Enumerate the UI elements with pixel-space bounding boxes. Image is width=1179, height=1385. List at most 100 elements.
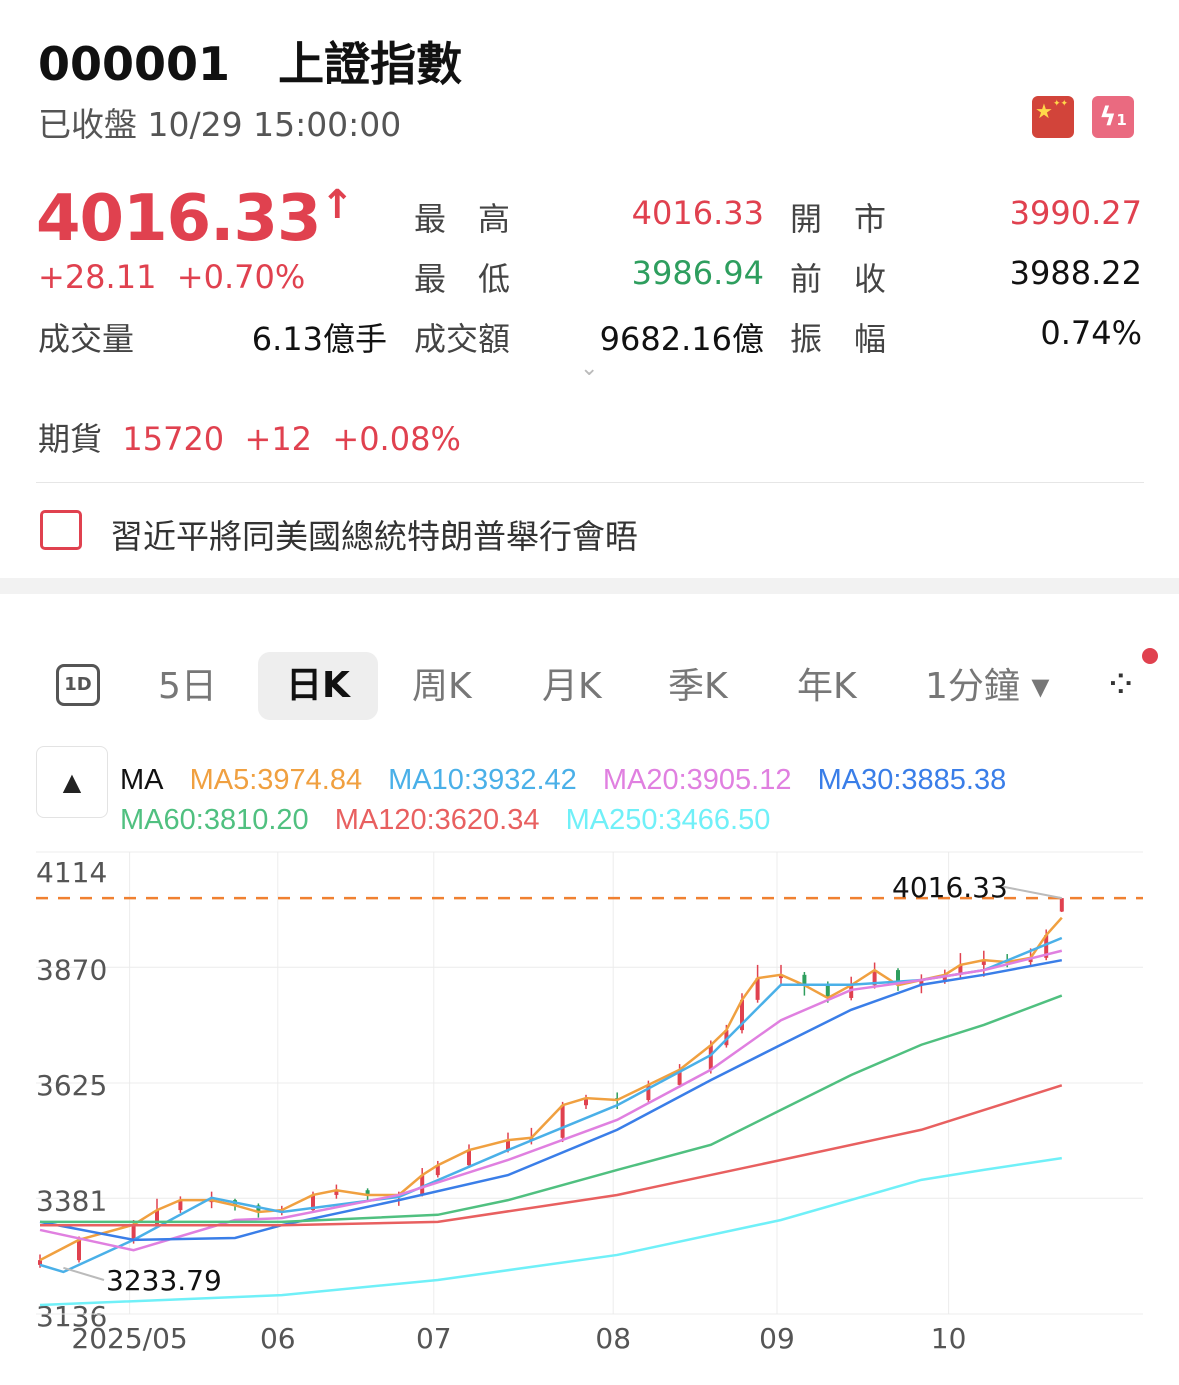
candle-body bbox=[38, 1260, 42, 1265]
tab-weekly-k[interactable]: 周K bbox=[412, 666, 472, 707]
candle-body bbox=[77, 1239, 81, 1261]
candle-body bbox=[178, 1200, 183, 1211]
candle-body bbox=[724, 1030, 729, 1046]
candle-body bbox=[981, 960, 986, 965]
candle-body bbox=[155, 1210, 159, 1225]
section-separator bbox=[0, 578, 1179, 594]
y-tick-label: 3625 bbox=[36, 1069, 107, 1102]
ma-legend-ma10: MA10:3932.42 bbox=[388, 764, 577, 796]
y-tick-label: 4114 bbox=[36, 856, 107, 889]
candle-body bbox=[872, 970, 877, 986]
candle-body bbox=[958, 964, 963, 975]
stat-label: 前 收 bbox=[790, 260, 887, 298]
futures-pct: +0.08% bbox=[332, 420, 461, 458]
change-pct: +0.70% bbox=[176, 258, 306, 296]
ma-legend-ma120: MA120:3620.34 bbox=[334, 804, 540, 836]
candle-body bbox=[1044, 935, 1049, 958]
expand-chevron-icon[interactable]: ⌄ bbox=[580, 356, 599, 381]
candle-body bbox=[365, 1190, 370, 1195]
candle-body bbox=[467, 1150, 471, 1166]
candle-body bbox=[896, 970, 900, 986]
x-tick-label: 2025/05 bbox=[71, 1322, 187, 1355]
ma-line-ma30 bbox=[39, 958, 1063, 1242]
futures-label: 期貨 bbox=[38, 420, 103, 458]
tab-monthly-k[interactable]: 月K bbox=[542, 666, 602, 707]
volume-label: 成交量 bbox=[38, 320, 135, 358]
stat-label: 最 低 bbox=[414, 260, 511, 298]
stat-value: 3986.94 bbox=[631, 254, 764, 292]
notification-dot bbox=[1142, 648, 1158, 664]
futures-row[interactable]: 期貨 15720 +12 +0.08% bbox=[38, 414, 461, 460]
stat-label: 開 市 bbox=[790, 200, 887, 238]
price-change: +28.11 +0.70% bbox=[38, 258, 305, 296]
stat-value: 3990.27 bbox=[1009, 194, 1142, 232]
candle-body bbox=[256, 1205, 261, 1212]
candle-body bbox=[420, 1175, 425, 1195]
futures-change: +12 bbox=[244, 420, 313, 458]
last-price: 4016.33↑ bbox=[36, 182, 355, 256]
candle-body bbox=[802, 974, 807, 986]
x-tick-label: 08 bbox=[595, 1322, 631, 1355]
news-icon bbox=[40, 510, 82, 550]
stock-title: 000001 上證指數 bbox=[38, 28, 462, 94]
collapse-indicator-button[interactable]: ▲ bbox=[36, 746, 108, 818]
high-label-leader bbox=[999, 885, 1062, 900]
candle-body bbox=[1028, 957, 1033, 963]
ma-line-ma120 bbox=[40, 1084, 1063, 1227]
china-flag-icon[interactable]: ★✦✦ bbox=[1032, 96, 1074, 138]
tab-5day[interactable]: 5日 bbox=[158, 666, 217, 707]
candle-body bbox=[435, 1165, 440, 1176]
tab-daily-k[interactable]: 日K bbox=[258, 652, 378, 720]
stat-value: 9682.16億 bbox=[599, 320, 764, 358]
ma-line-ma250 bbox=[39, 1156, 1062, 1307]
ma-title: MA bbox=[120, 764, 164, 796]
stat-label: 振 幅 bbox=[790, 320, 887, 358]
ma-legend-ma20: MA20:3905.12 bbox=[602, 764, 792, 796]
low-label-leader bbox=[63, 1266, 105, 1281]
candle-body bbox=[708, 1045, 713, 1070]
change-value: +28.11 bbox=[38, 258, 157, 296]
stat-label: 最 高 bbox=[414, 200, 511, 238]
candle-body bbox=[825, 985, 830, 998]
x-tick-label: 09 bbox=[759, 1322, 795, 1355]
tab-quarterly-k[interactable]: 季K bbox=[668, 666, 728, 707]
ma-line-ma60 bbox=[40, 994, 1063, 1224]
candle-body bbox=[506, 1140, 510, 1151]
candle-body bbox=[311, 1194, 315, 1211]
high-label: 4016.33 bbox=[892, 871, 1008, 904]
ma-legend: MA MA5:3974.84 MA10:3932.42 MA20:3905.12… bbox=[120, 760, 1150, 840]
candle-body bbox=[849, 985, 854, 998]
tab-1d[interactable]: 1D bbox=[56, 664, 100, 706]
ma-line-ma20 bbox=[39, 949, 1063, 1252]
ma-legend-ma30: MA30:3885.38 bbox=[817, 764, 1007, 796]
x-tick-label: 10 bbox=[931, 1322, 967, 1355]
stock-code: 000001 bbox=[38, 37, 231, 91]
candle-body bbox=[584, 1098, 588, 1106]
low-label: 3233.79 bbox=[106, 1264, 222, 1297]
news-headline[interactable]: 習近平將同美國總統特朗普舉行會晤 bbox=[110, 517, 638, 556]
ma-legend-ma250: MA250:3466.50 bbox=[565, 804, 771, 836]
up-arrow-icon: ↑ bbox=[320, 182, 355, 228]
x-tick-label: 06 bbox=[260, 1322, 296, 1355]
candle-body bbox=[755, 978, 760, 1000]
grid-menu-icon[interactable]: ⁘ bbox=[1104, 662, 1138, 708]
x-tick-label: 07 bbox=[416, 1322, 452, 1355]
volume-value: 6.13億手 bbox=[251, 320, 387, 358]
candle-body bbox=[677, 1069, 682, 1085]
candle-body bbox=[646, 1084, 651, 1101]
stat-value: 4016.33 bbox=[631, 194, 764, 232]
ma-legend-ma60: MA60:3810.20 bbox=[120, 804, 309, 836]
stat-value: 0.74% bbox=[1040, 314, 1142, 352]
candle-body bbox=[1059, 898, 1064, 912]
stat-value: 3988.22 bbox=[1009, 254, 1142, 292]
ma-legend-ma5: MA5:3974.84 bbox=[189, 764, 363, 796]
stock-name: 上證指數 bbox=[278, 37, 463, 91]
y-tick-label: 3381 bbox=[36, 1184, 107, 1217]
futures-price: 15720 bbox=[122, 420, 225, 458]
candle-body bbox=[779, 974, 783, 979]
tab-yearly-k[interactable]: 年K bbox=[797, 666, 857, 707]
candle-body bbox=[334, 1190, 339, 1195]
flash-1-icon[interactable]: ϟ1 bbox=[1092, 96, 1134, 138]
tab-1min-dropdown[interactable]: 1分鐘 ▾ bbox=[925, 666, 1050, 707]
